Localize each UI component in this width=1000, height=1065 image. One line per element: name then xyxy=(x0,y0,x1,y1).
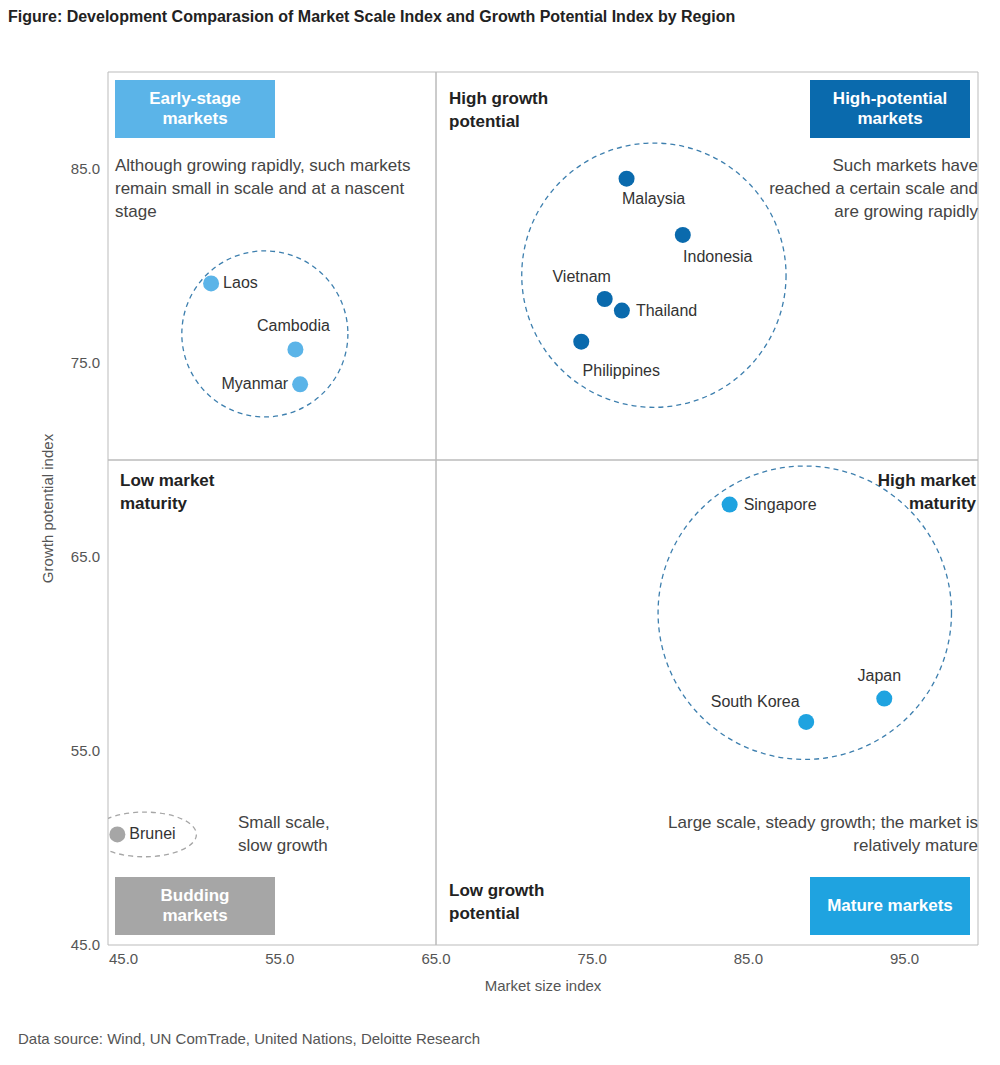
svg-text:Philippines: Philippines xyxy=(583,362,660,379)
svg-text:Brunei: Brunei xyxy=(129,825,175,842)
html-text:High market maturity: High market maturity xyxy=(877,471,976,513)
svg-text:Singapore: Singapore xyxy=(744,496,817,513)
html-text:Data source: Wind, UN ComTrade: Data source: Wind, UN ComTrade, United N… xyxy=(18,1030,481,1047)
svg-text:Indonesia: Indonesia xyxy=(683,248,752,265)
svg-text:Malaysia: Malaysia xyxy=(622,190,685,207)
svg-text:95.0: 95.0 xyxy=(890,950,919,967)
html-text:Figure: Development Comparasio: Figure: Development Comparasion of Marke… xyxy=(8,8,736,25)
html-text:Such markets have reached a ce: Such markets have reached a certain scal… xyxy=(769,156,978,221)
svg-text:75.0: 75.0 xyxy=(578,950,607,967)
svg-text:Myanmar: Myanmar xyxy=(221,375,288,392)
svg-text:75.0: 75.0 xyxy=(71,354,100,371)
html-text:Mature markets: Mature markets xyxy=(827,895,953,915)
html-text:Low market maturity: Low market maturity xyxy=(120,471,215,513)
html-text:Early-stage markets: Early-stage markets xyxy=(149,88,241,128)
svg-text:55.0: 55.0 xyxy=(265,950,294,967)
html-text:Although growing rapidly, such: Although growing rapidly, such markets r… xyxy=(115,156,411,221)
svg-text:85.0: 85.0 xyxy=(71,160,100,177)
svg-text:Growth potential index: Growth potential index xyxy=(39,433,56,583)
svg-text:45.0: 45.0 xyxy=(109,950,138,967)
svg-text:Thailand: Thailand xyxy=(636,302,697,319)
html-text:High-potential markets: High-potential markets xyxy=(832,88,948,128)
html-text:Low growth potential: Low growth potential xyxy=(449,881,545,923)
html-text:Small scale, slow growth: Small scale, slow growth xyxy=(238,813,330,855)
svg-text:Cambodia: Cambodia xyxy=(257,317,330,334)
svg-text:South Korea: South Korea xyxy=(711,693,800,710)
svg-text:Market size index: Market size index xyxy=(485,977,602,994)
svg-text:Laos: Laos xyxy=(223,274,258,291)
svg-text:45.0: 45.0 xyxy=(71,936,100,953)
svg-text:65.0: 65.0 xyxy=(421,950,450,967)
html-text:Large scale, steady growth; th: Large scale, steady growth; the market i… xyxy=(668,813,978,855)
html-text:High growth potential: High growth potential xyxy=(449,89,549,131)
svg-text:Vietnam: Vietnam xyxy=(552,268,610,285)
svg-text:65.0: 65.0 xyxy=(71,548,100,565)
html-text:Budding markets: Budding markets xyxy=(160,885,230,925)
svg-text:55.0: 55.0 xyxy=(71,742,100,759)
svg-text:85.0: 85.0 xyxy=(734,950,763,967)
svg-text:Japan: Japan xyxy=(857,667,901,684)
